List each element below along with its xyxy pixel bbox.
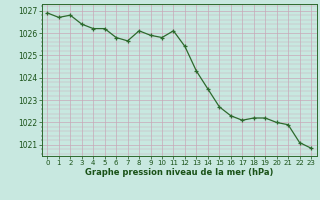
X-axis label: Graphe pression niveau de la mer (hPa): Graphe pression niveau de la mer (hPa) bbox=[85, 168, 273, 177]
